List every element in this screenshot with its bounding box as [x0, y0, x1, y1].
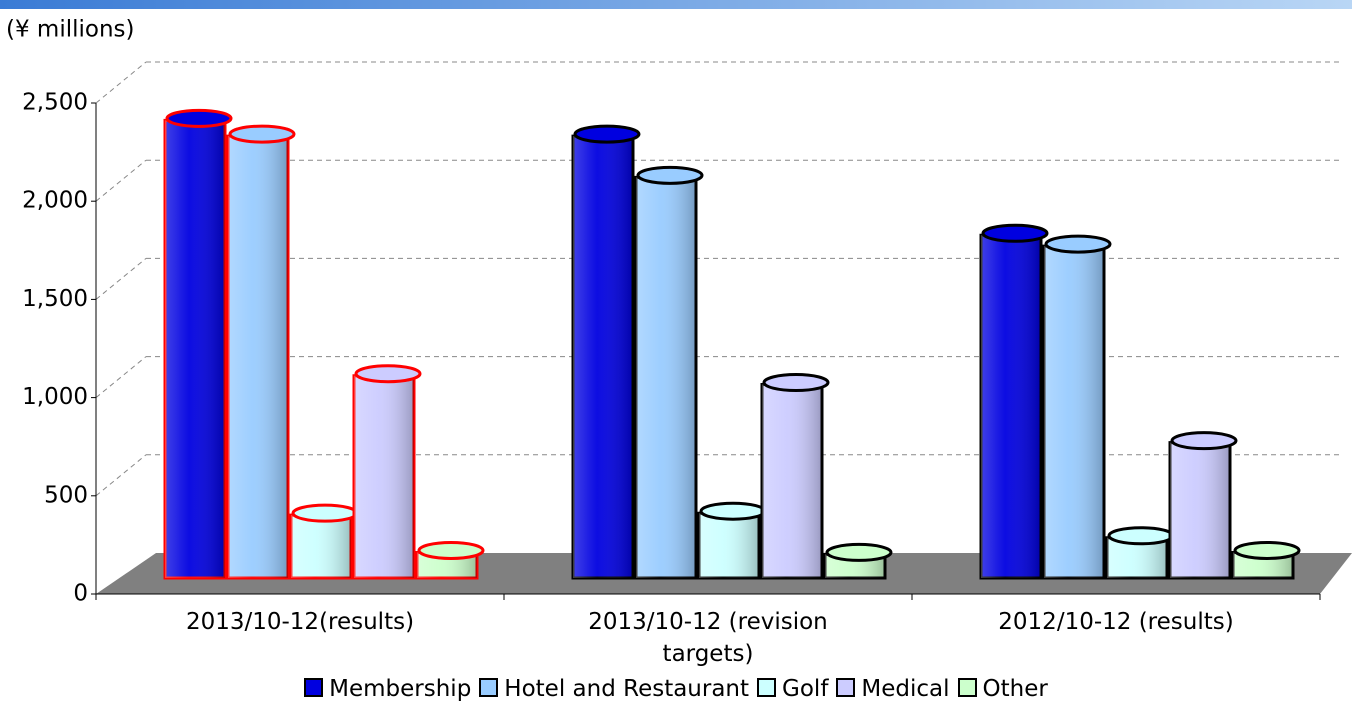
- bar-shade: [354, 375, 414, 578]
- grid-line: [95, 159, 147, 202]
- bar-top: [354, 364, 422, 384]
- y-tick-label: 2,000: [22, 188, 88, 214]
- y-tick-label: 1,000: [22, 384, 88, 410]
- bar-shade: [573, 136, 633, 578]
- bar-top: [981, 223, 1049, 243]
- legend-label: Other: [982, 676, 1048, 702]
- bar-shade: [699, 513, 759, 578]
- bar-shade: [228, 136, 288, 578]
- legend-swatch: [836, 678, 856, 697]
- grid-line: [95, 454, 147, 497]
- legend-label: Membership: [329, 676, 472, 702]
- grid-line: [95, 258, 147, 300]
- bar-shade: [981, 235, 1041, 579]
- legend-item: Membership: [304, 676, 471, 702]
- bar-top: [573, 124, 641, 144]
- legend: Membership Hotel and Restaurant Golf Medica…: [0, 676, 1352, 702]
- legend-item: Hotel and Restaurant: [479, 676, 749, 702]
- legend-label: Medical: [861, 676, 950, 702]
- bar-top: [417, 540, 485, 560]
- y-tick-label: 1,500: [22, 286, 88, 312]
- bar-shade: [1170, 442, 1230, 578]
- bar-shade: [1044, 246, 1104, 579]
- legend-label: Golf: [782, 676, 829, 702]
- grid-line: [95, 61, 147, 104]
- bar-shade: [1107, 537, 1167, 578]
- grid-line: [95, 356, 147, 398]
- bar-top: [1170, 431, 1238, 451]
- bar-shade: [762, 384, 822, 578]
- legend-swatch: [304, 678, 324, 697]
- header-strip: [0, 0, 1352, 9]
- bar-top: [825, 542, 893, 562]
- bar-top: [1107, 526, 1175, 546]
- y-tick-label: 500: [44, 482, 88, 508]
- bar-top: [762, 373, 830, 393]
- legend-swatch: [957, 678, 977, 697]
- y-tick-label: 0: [73, 581, 88, 607]
- bar-top: [291, 503, 359, 523]
- bar-top: [699, 501, 767, 521]
- bar-top: [636, 165, 704, 185]
- bar-top: [1044, 234, 1112, 254]
- bar-top: [1233, 540, 1301, 560]
- legend-item: Medical: [836, 676, 950, 702]
- y-tick-label: 2,500: [22, 90, 88, 116]
- x-tick-label: 2013/10-12(results): [185, 609, 415, 635]
- legend-item: Golf: [757, 676, 828, 702]
- x-tick-label: 2013/10-12 (revision targets): [588, 609, 828, 667]
- bar-top: [165, 108, 233, 128]
- bar-top: [228, 124, 296, 144]
- x-tick-label: 2012/10-12 (results): [998, 609, 1234, 635]
- bar-shade: [165, 120, 225, 578]
- legend-label: Hotel and Restaurant: [504, 676, 750, 702]
- legend-swatch: [479, 678, 499, 697]
- legend-item: Other: [957, 676, 1048, 702]
- y-axis-label: (¥ millions): [6, 17, 135, 43]
- legend-swatch: [757, 678, 777, 697]
- bar-shade: [291, 515, 351, 578]
- bar-shade: [636, 177, 696, 578]
